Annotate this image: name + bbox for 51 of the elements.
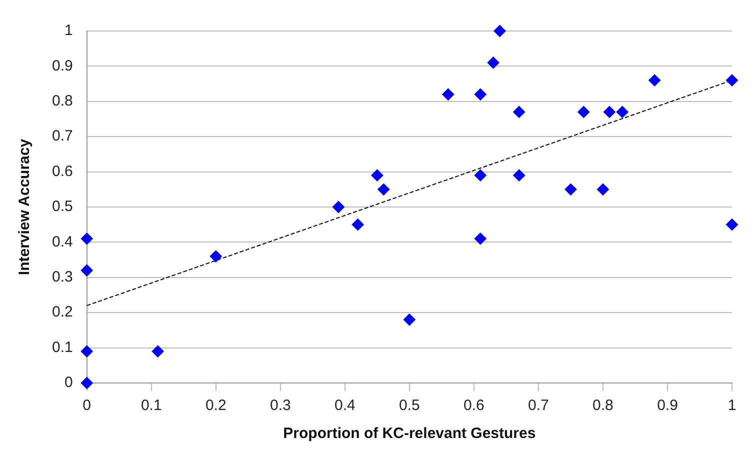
y-tick-label: 0.9 <box>52 57 73 74</box>
y-axis-title: Interview Accuracy <box>16 138 34 276</box>
y-tick-label: 0.8 <box>52 92 73 110</box>
x-tick-label: 0.6 <box>464 397 484 414</box>
point <box>603 106 616 118</box>
x-tick-label: 0.8 <box>592 397 614 414</box>
point <box>80 345 93 358</box>
point <box>648 74 661 86</box>
point <box>352 218 364 231</box>
y-tick-label: 0.2 <box>52 304 73 321</box>
x-tick-label: 0.5 <box>398 397 420 414</box>
point <box>726 74 738 86</box>
y-tick-label: 0.6 <box>52 162 73 180</box>
point <box>80 232 93 245</box>
x-tick-label: 0.3 <box>270 397 291 414</box>
point <box>564 183 577 196</box>
y-tick-label: 0.3 <box>52 268 73 286</box>
point <box>487 56 500 69</box>
x-tick-label: 0 <box>82 397 92 414</box>
point <box>371 169 384 182</box>
point <box>80 264 93 276</box>
y-tick-label: 1 <box>64 22 73 40</box>
point <box>513 169 526 182</box>
point <box>210 250 222 262</box>
y-tick-label: 0 <box>64 374 73 392</box>
x-tick-label: 0.1 <box>140 397 162 414</box>
point <box>474 169 486 182</box>
point <box>332 201 344 213</box>
y-tick-label: 0.5 <box>52 198 73 216</box>
point <box>152 345 164 358</box>
point <box>726 218 738 231</box>
point <box>474 232 486 245</box>
point <box>474 88 486 100</box>
y-tick-label: 0.4 <box>52 233 73 250</box>
point <box>378 183 390 196</box>
x-tick-label: 0.4 <box>334 397 356 414</box>
point <box>403 314 416 326</box>
y-tick-label: 0.1 <box>52 338 73 356</box>
point <box>578 106 590 118</box>
y-tick-label: 0.7 <box>52 128 73 145</box>
point <box>616 106 628 118</box>
x-tick-label: 0.7 <box>528 397 549 414</box>
point <box>442 88 454 100</box>
x-tick-label: 0.2 <box>205 397 226 414</box>
x-tick-label: 0.9 <box>657 397 678 414</box>
x-tick-label: 1 <box>728 397 736 414</box>
point <box>80 377 93 389</box>
point <box>513 106 526 118</box>
x-axis-title: Proportion of KC-relevant Gestures <box>283 425 536 442</box>
point <box>494 25 506 37</box>
point <box>596 183 609 196</box>
